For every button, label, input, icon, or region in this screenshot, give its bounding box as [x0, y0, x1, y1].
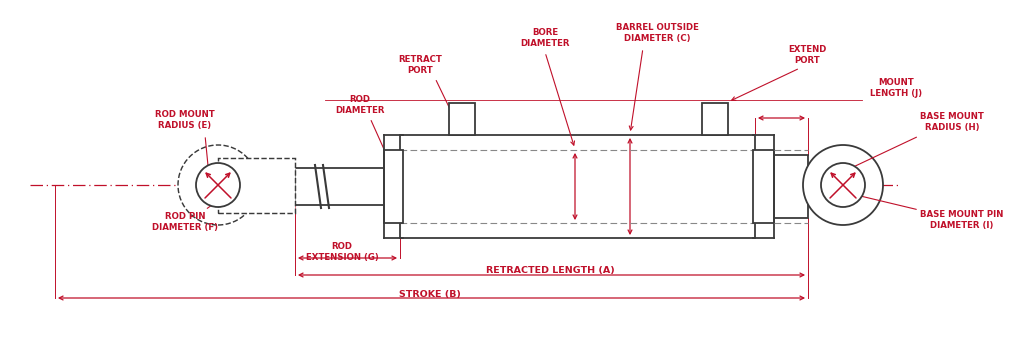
Bar [449, 103, 475, 135]
Text: ROD MOUNT
RADIUS (E): ROD MOUNT RADIUS (E) [155, 110, 215, 130]
Text: ROD
EXTENSION (G): ROD EXTENSION (G) [305, 242, 379, 262]
Text: BARREL OUTSIDE
DIAMETER (C): BARREL OUTSIDE DIAMETER (C) [615, 23, 698, 43]
Text: STROKE (B): STROKE (B) [399, 290, 461, 298]
Bar [218, 158, 295, 213]
Bar [702, 103, 728, 135]
Circle shape [821, 163, 865, 207]
Text: BASE MOUNT
RADIUS (H): BASE MOUNT RADIUS (H) [920, 112, 984, 132]
Text: MOUNT
LENGTH (J): MOUNT LENGTH (J) [870, 78, 923, 98]
Text: RETRACTED LENGTH (A): RETRACTED LENGTH (A) [485, 266, 614, 276]
Bar [753, 150, 774, 223]
Circle shape [178, 145, 258, 225]
Bar [400, 135, 755, 238]
Text: ROD
DIAMETER: ROD DIAMETER [335, 95, 385, 115]
Text: RETRACT
PORT: RETRACT PORT [398, 55, 442, 75]
Text: EXTEND
PORT: EXTEND PORT [788, 45, 826, 65]
Text: BORE
DIAMETER: BORE DIAMETER [520, 28, 569, 48]
Circle shape [803, 145, 883, 225]
Bar [295, 168, 386, 205]
Circle shape [196, 163, 240, 207]
Bar [384, 150, 403, 223]
Text: BASE MOUNT PIN
DIAMETER (I): BASE MOUNT PIN DIAMETER (I) [920, 210, 1004, 230]
Bar [774, 155, 808, 218]
Text: ROD PIN
DIAMETER (F): ROD PIN DIAMETER (F) [152, 212, 218, 232]
